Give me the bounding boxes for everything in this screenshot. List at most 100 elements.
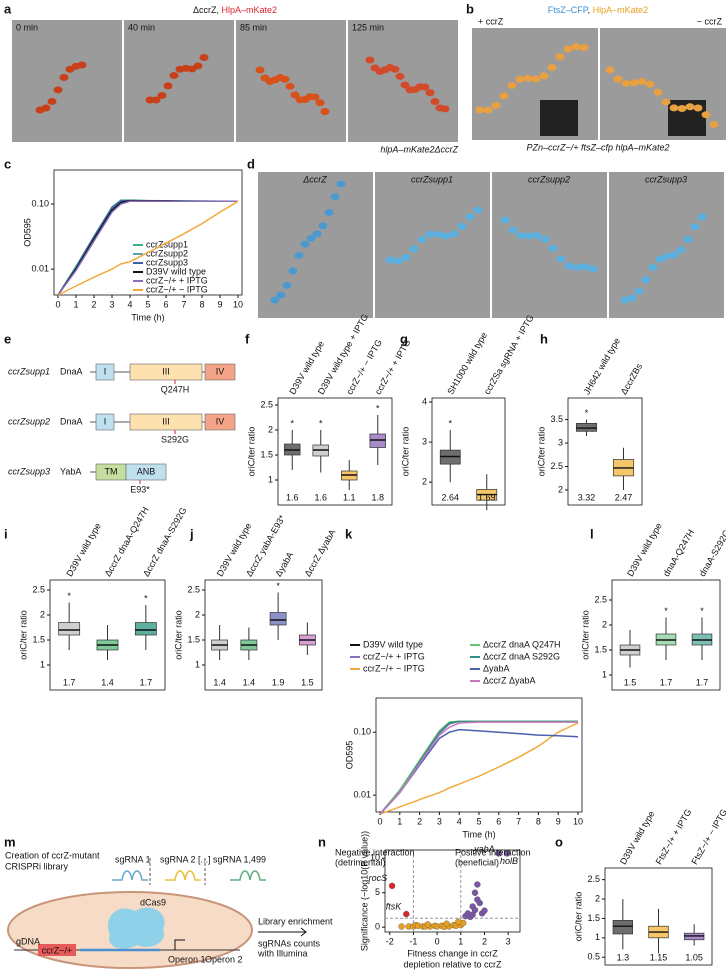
cell [483,106,493,114]
cell [310,93,320,101]
significance: * [67,591,71,601]
cell [320,108,330,116]
cell [393,257,403,265]
cell [290,91,300,99]
cell [499,92,509,100]
median-label: 1.7 [696,677,709,687]
x-tick-label: 2 [482,936,487,946]
y-tick-label: 1.5 [587,913,600,923]
plot-frame [384,849,521,933]
domain-label: IV [216,366,225,376]
protein: DnaA [60,416,83,426]
y-tick-label: 10 [370,853,380,863]
cell [425,89,435,97]
y-tick-label: 1 [595,932,600,942]
x-tick-label: 3 [109,299,114,309]
category-label: D39V wild type [64,521,103,578]
diagram-title: CRISPRi library [5,861,69,871]
y-tick-label: 0.5 [587,952,600,962]
box [612,920,633,935]
y-tick-label: 2.5 [594,594,607,604]
cell [547,63,557,71]
legend-label: ΔyabA [483,663,510,673]
cell [648,263,658,271]
y-axis-label: OD595 [344,741,354,770]
cell [709,121,719,129]
time-label: 40 min [128,22,155,32]
domain [95,413,115,431]
median-label: 1.4 [243,677,256,687]
panel-label: e [4,331,11,346]
box [58,622,81,636]
y-axis-label: oriC/ter ratio [573,892,583,942]
cell [294,251,304,259]
line [57,200,239,296]
median-label: 1.5 [301,677,314,687]
step-label: sgRNAs counts [258,938,321,948]
domain-label: III [162,366,170,376]
cell [637,77,647,85]
category-label: FtsZ−/+ + IPTG [654,807,694,866]
cell [312,230,322,238]
point-label: ftsK [386,901,403,911]
cell [564,262,574,270]
legend-label: D39V wild type [363,639,423,649]
cell [199,53,209,61]
time-label: 125 min [352,22,384,32]
cell [621,79,631,87]
cell [440,105,450,113]
plot-frame [567,397,643,506]
cell [59,73,69,81]
y-tick-label: 2.5 [187,584,200,594]
sgrna-label: sgRNA 2 [...] sgRNA 1,499 [160,854,266,864]
category-label: SH1000 wild type [445,331,489,397]
cell [532,231,542,239]
line [379,728,579,815]
domain [129,413,203,431]
y-tick-label: 3.5 [550,414,563,424]
y-tick-label: 1.5 [187,634,200,644]
cell [425,230,435,238]
cell [701,111,711,119]
x-axis-label: depletion relative to ccrZ [403,959,502,969]
plot-frame [277,397,393,506]
cell [620,296,630,304]
y-tick-label: 1.5 [260,449,273,459]
operon-label: Operon 1 [168,954,206,964]
median-label: 3.32 [578,492,596,502]
cell [276,291,286,299]
cell [662,252,672,260]
point [443,920,450,927]
cell [336,180,346,188]
panel-label: f [245,331,250,346]
point [481,907,488,914]
cell [282,281,292,289]
cell [400,81,410,89]
median-label: 1.9 [272,677,285,687]
significance: * [585,408,589,418]
cell [676,246,686,254]
cell [563,45,573,53]
plot-frame [604,867,713,966]
legend-label: D39V wild type [146,266,206,276]
y-tick-label: 1 [195,659,200,669]
x-tick-label: -2 [386,936,394,946]
x-tick-label: 1 [458,936,463,946]
condition: + ccrZ [478,16,504,26]
panel-label: b [466,1,474,16]
y-tick-label: 2.5 [260,399,273,409]
gene [38,944,76,956]
panel-label: j [189,526,194,541]
caption: PZn–ccrZ−/+ ftsZ–cfp hlpA–mKate2 [526,142,669,152]
y-tick-label: 1 [40,659,45,669]
cell [491,101,501,109]
sgrna [230,870,266,881]
panel-label: k [345,526,353,541]
strain: ccrZsupp2 [8,416,50,426]
panel-label: a [4,1,12,16]
domain-label: I [104,366,107,376]
cell [515,75,525,83]
mutation: E93* [130,484,150,494]
condition: − ccrZ [697,16,723,26]
